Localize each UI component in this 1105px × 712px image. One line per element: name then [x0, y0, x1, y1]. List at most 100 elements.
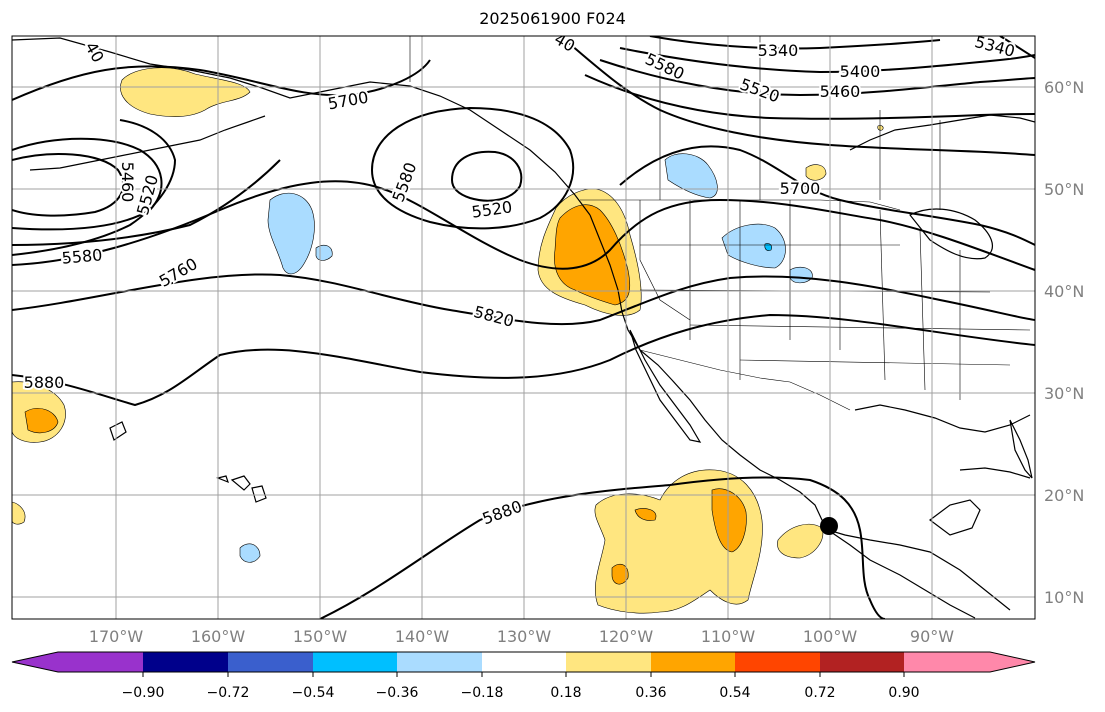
colorbar-segment	[482, 652, 566, 672]
contour-label: 5880	[24, 373, 65, 392]
colorbar-segment	[566, 652, 651, 672]
cuba	[959, 467, 1031, 479]
contour-5700-east	[619, 145, 1035, 246]
colorbar-segment	[397, 652, 482, 672]
colorbar-segment	[820, 652, 904, 672]
contour-label: 5460	[820, 82, 861, 101]
colorbar-tick-label: 0.72	[804, 685, 835, 701]
storm-center-marker	[820, 517, 838, 535]
colorbar-tick-label: −0.36	[376, 685, 419, 701]
strong-negative-anomaly	[764, 243, 772, 251]
negative-anomaly-gulf	[267, 192, 315, 275]
contour-5820	[12, 273, 1035, 326]
state-line-h3	[689, 324, 1031, 331]
contour-5580-north	[559, 36, 1035, 156]
contour-label: 5340	[758, 41, 799, 60]
lon-label: 130°W	[497, 627, 552, 646]
colorbar-tick-label: 0.36	[635, 685, 666, 701]
contour-5520-north	[584, 74, 1035, 120]
colorbar-tick-label: 0.18	[550, 685, 581, 701]
lat-label: 50°N	[1044, 180, 1084, 199]
contour-5340-north	[649, 36, 941, 50]
state-line-h4	[739, 359, 1011, 366]
lon-label: 170°W	[89, 627, 144, 646]
island-pacific	[109, 421, 127, 441]
aleutian-islands	[29, 115, 266, 171]
height-contour-layer	[12, 36, 1035, 619]
colorbar-segment	[143, 652, 228, 672]
negative-anomaly-gulf-2	[315, 244, 333, 261]
hawaii-1	[230, 475, 251, 491]
strong-anomaly-east-pacific-3	[634, 508, 657, 521]
us-mexico-border	[639, 349, 851, 411]
colorbar: −0.90 −0.72 −0.54 −0.36 −0.18 0.18 0.36 …	[11, 651, 1036, 701]
strong-anomaly-east-pacific-2	[611, 563, 629, 585]
hawaii-2	[251, 485, 267, 503]
contour-5760	[12, 180, 1035, 271]
contour-5520-low	[450, 150, 523, 202]
colorbar-tick-label: 0.90	[888, 685, 919, 701]
colorbar-segment	[990, 652, 1035, 672]
colorbar-tick-label: −0.54	[292, 685, 335, 701]
contour-5460-west	[12, 153, 124, 217]
state-line-1	[639, 200, 691, 321]
lon-label: 160°W	[191, 627, 246, 646]
colorbar-segment	[904, 652, 990, 672]
hudson-region	[849, 114, 1035, 151]
contour-5580-lowcenter	[12, 119, 177, 256]
strong-anomaly-east-pacific	[711, 488, 747, 553]
lat-axis: 60°N 50°N 40°N 30°N 20°N 10°N	[1044, 78, 1084, 607]
coastline-layer	[12, 37, 1035, 619]
great-lakes	[909, 208, 993, 260]
alaska-coast	[12, 37, 591, 216]
florida	[1009, 419, 1033, 479]
hawaii-3	[216, 475, 229, 484]
lon-label: 140°W	[395, 627, 450, 646]
contour-label: 5460	[118, 162, 137, 203]
contour-5520-west	[12, 137, 163, 231]
contour-5400	[619, 47, 1035, 74]
anomaly-fill-layer	[12, 67, 884, 614]
contour-5880-central	[12, 313, 1035, 407]
contour-5700-north	[12, 59, 431, 101]
positive-anomaly-mexico	[777, 524, 824, 559]
map-title: 2025061900 F024	[479, 9, 626, 28]
gulf-coast	[854, 404, 1031, 433]
colorbar-ticks	[142, 672, 905, 677]
baja-california	[629, 329, 702, 443]
strong-anomaly-central-pacific	[24, 408, 59, 434]
colorbar-segment	[651, 652, 735, 672]
colorbar-outline	[11, 651, 1036, 673]
lon-axis: 170°W 160°W 150°W 140°W 130°W 120°W 110°…	[89, 627, 954, 646]
lat-label: 20°N	[1044, 486, 1084, 505]
central-america	[827, 529, 976, 619]
colorbar-segment	[735, 652, 820, 672]
contour-5460-north	[599, 59, 1035, 97]
lon-label: 100°W	[803, 627, 858, 646]
negative-anomaly-small	[789, 266, 813, 284]
graticule	[12, 36, 1035, 619]
state-line-6	[879, 209, 886, 381]
yucatan	[929, 499, 981, 536]
colorbar-labels: −0.90 −0.72 −0.54 −0.36 −0.18 0.18 0.36 …	[122, 685, 920, 701]
lon-label: 90°W	[910, 627, 954, 646]
canada-west-coast	[589, 214, 1011, 611]
colorbar-segment	[228, 652, 313, 672]
lon-label: 120°W	[599, 627, 654, 646]
colorbar-tick-label: 0.54	[719, 685, 750, 701]
contour-label: 5580	[61, 245, 103, 267]
negative-anomaly-northplains	[721, 223, 786, 269]
lat-label: 30°N	[1044, 384, 1084, 403]
contour-label: 5400	[840, 62, 881, 81]
strong-anomaly-west-coast	[554, 204, 631, 306]
contour-5580-west	[12, 159, 281, 246]
colorbar-segment	[313, 652, 397, 672]
lat-label: 60°N	[1044, 78, 1084, 97]
contour-5880-south	[319, 476, 886, 619]
contour-5580-low	[370, 106, 575, 230]
lat-label: 10°N	[1044, 588, 1084, 607]
map-area: 5700 5580 5520 5580 5520 5460 5580 5760 …	[12, 36, 1035, 619]
colorbar-segment	[58, 652, 143, 672]
positive-anomaly-west-edge	[12, 501, 26, 525]
